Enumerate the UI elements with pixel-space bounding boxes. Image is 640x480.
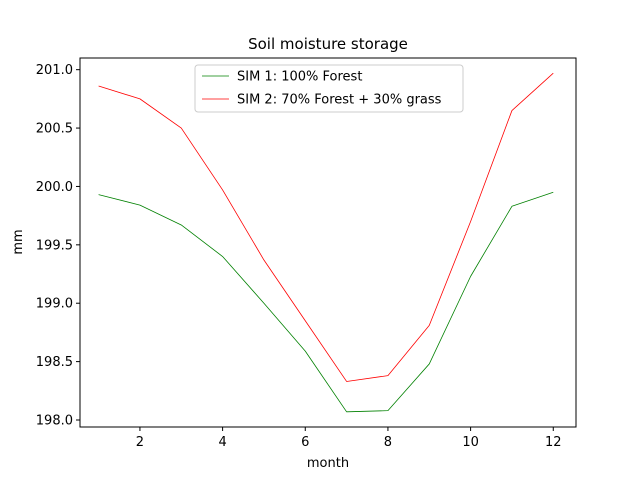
legend: SIM 1: 100% Forest SIM 2: 70% Forest + 30…: [194, 64, 464, 113]
legend-box: [194, 64, 464, 113]
series-line-2: [98, 72, 554, 382]
y-tick-label: 199.5: [36, 238, 73, 253]
x-tick-label: 2: [136, 435, 144, 450]
y-tick-label: 200.0: [36, 180, 73, 195]
y-tick-label: 201.0: [36, 63, 73, 78]
y-tick-label: 198.5: [36, 355, 73, 370]
legend-label-1: SIM 1: 100% Forest: [237, 70, 362, 85]
y-tick-label: 200.5: [36, 122, 73, 137]
y-axis-label: mm: [11, 229, 26, 254]
series-line-1: [98, 191, 554, 413]
chart-title: Soil moisture storage: [248, 35, 408, 53]
x-tick-label: 4: [218, 435, 226, 450]
x-tick-label: 8: [384, 435, 392, 450]
x-tick-label: 12: [545, 435, 562, 450]
y-tick-label: 199.0: [36, 297, 73, 312]
x-tick-label: 6: [301, 435, 309, 450]
axes-frame: [79, 57, 577, 428]
y-tick-label: 198.0: [36, 413, 73, 428]
x-tick-label: 10: [462, 435, 479, 450]
x-axis-label: month: [307, 456, 349, 471]
legend-label-2: SIM 2: 70% Forest + 30% grass: [237, 93, 442, 108]
plot-area: 2 4 6 8 10 12 198.0 198.5 199.0 199.5 200.0 200.5 20…: [36, 57, 577, 450]
